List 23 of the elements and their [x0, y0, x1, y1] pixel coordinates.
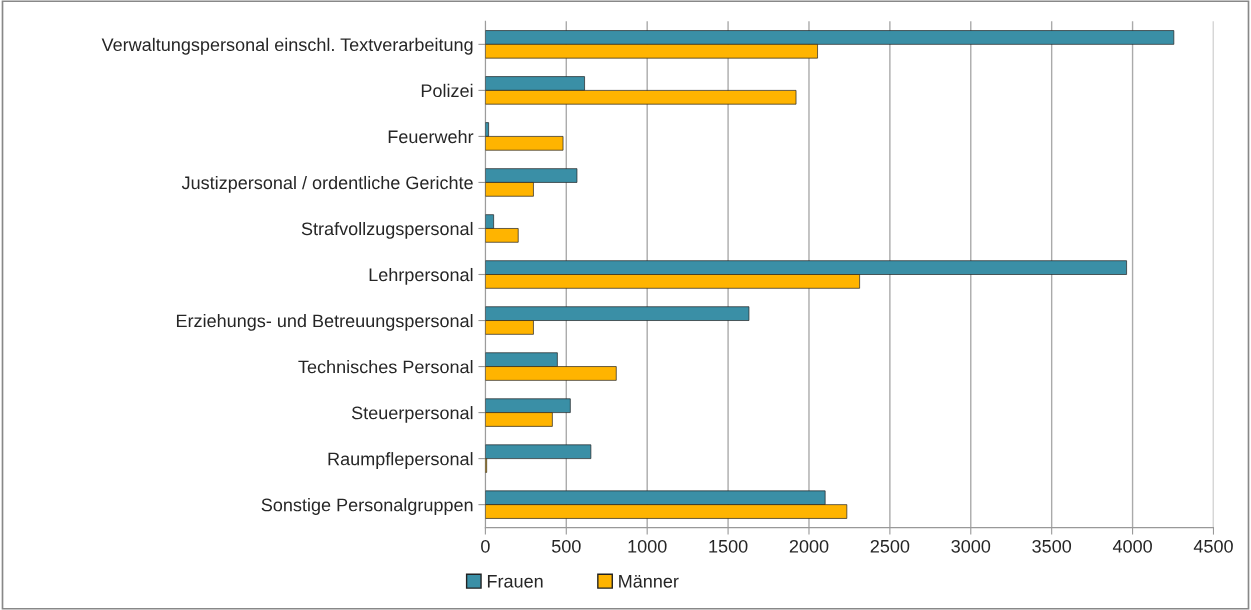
y-tick-label: Polizei: [421, 83, 473, 98]
x-tick-label: 2000: [789, 539, 829, 553]
x-tick-label: 3500: [1032, 539, 1072, 553]
y-tick-label: Erziehungs- und Betreuungspersonal: [176, 313, 473, 331]
y-tick-label: Sonstige Personalgruppen: [261, 498, 473, 515]
x-tick-label: 4500: [1193, 539, 1233, 553]
y-tick-label: Raumpflepersonal: [328, 452, 473, 469]
y-tick-label: Lehrpersonal: [369, 267, 473, 285]
x-tick-label: 2500: [870, 539, 910, 553]
y-tick-label: Justizpersonal / ordentliche Gerichte: [181, 175, 473, 193]
y-tick-label: Strafvollzugspersonal: [301, 221, 473, 239]
y-tick-label: Feuerwehr: [388, 129, 474, 144]
x-tick-label: 0: [481, 539, 490, 553]
y-tick-label: Technisches Personal: [298, 360, 473, 374]
legend-label: Männer: [619, 575, 679, 588]
x-tick-label: 4000: [1112, 539, 1152, 553]
y-tick-label: Steuerpersonal: [351, 406, 473, 423]
y-tick-label: Verwaltungspersonal einschl. Textverarbeitung: [101, 37, 473, 55]
x-tick-label: 1000: [628, 539, 667, 553]
x-tick-label: 3000: [951, 539, 991, 553]
legend-label: Frauen: [487, 575, 543, 588]
x-tick-label: 1500: [709, 539, 748, 553]
x-tick-label: 500: [551, 539, 581, 553]
